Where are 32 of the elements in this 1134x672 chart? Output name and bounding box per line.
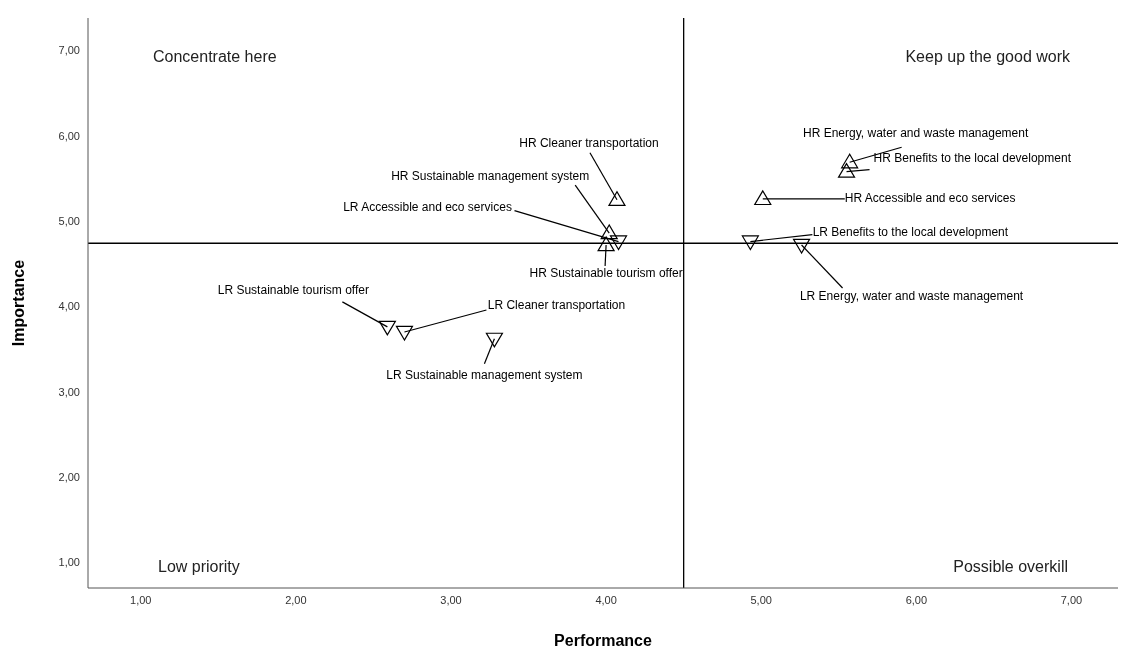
annotation: LR Benefits to the local development [812,224,1009,239]
annotation: Keep up the good work [905,48,1070,66]
y-tick-label: 1,00 [58,556,80,569]
annotation: Low priority [158,558,240,576]
x-tick-label: 6,00 [905,593,928,606]
annotation: LR Sustainable management system [386,368,583,383]
annotation: Concentrate here [153,48,277,66]
y-tick-label: 4,00 [58,300,80,313]
y-axis-title: Importance [9,259,27,347]
annotation: LR Accessible and eco services [343,199,512,214]
y-tick-label: 2,00 [58,470,80,483]
annotation: HR Energy, water and waste management [803,126,1029,141]
y-tick-label: 5,00 [58,214,80,227]
x-tick-label: 7,00 [1060,593,1083,606]
annotation: HR Sustainable tourism offer [529,266,683,281]
annotation: HR Sustainable management system [391,169,590,184]
y-tick-label: 3,00 [58,385,80,398]
x-tick-label: 4,00 [595,593,617,606]
y-tick-label: 6,00 [58,129,80,142]
x-tick-label: 3,00 [440,593,462,606]
annotation: Possible overkill [953,558,1068,576]
x-tick-label: 2,00 [285,593,307,606]
annotation: LR Energy, water and waste management [799,289,1024,304]
annotation: LR Cleaner transportation [487,298,626,313]
annotation: HR Accessible and eco services [844,191,1016,206]
x-tick-label: 5,00 [750,593,772,606]
annotation: LR Sustainable tourism offer [217,283,369,298]
annotation: HR Cleaner transportation [519,135,659,150]
x-tick-label: 1,00 [130,593,152,606]
y-tick-label: 7,00 [58,44,80,57]
annotation: HR Benefits to the local development [873,150,1072,165]
x-axis-title: Performance [554,632,653,649]
